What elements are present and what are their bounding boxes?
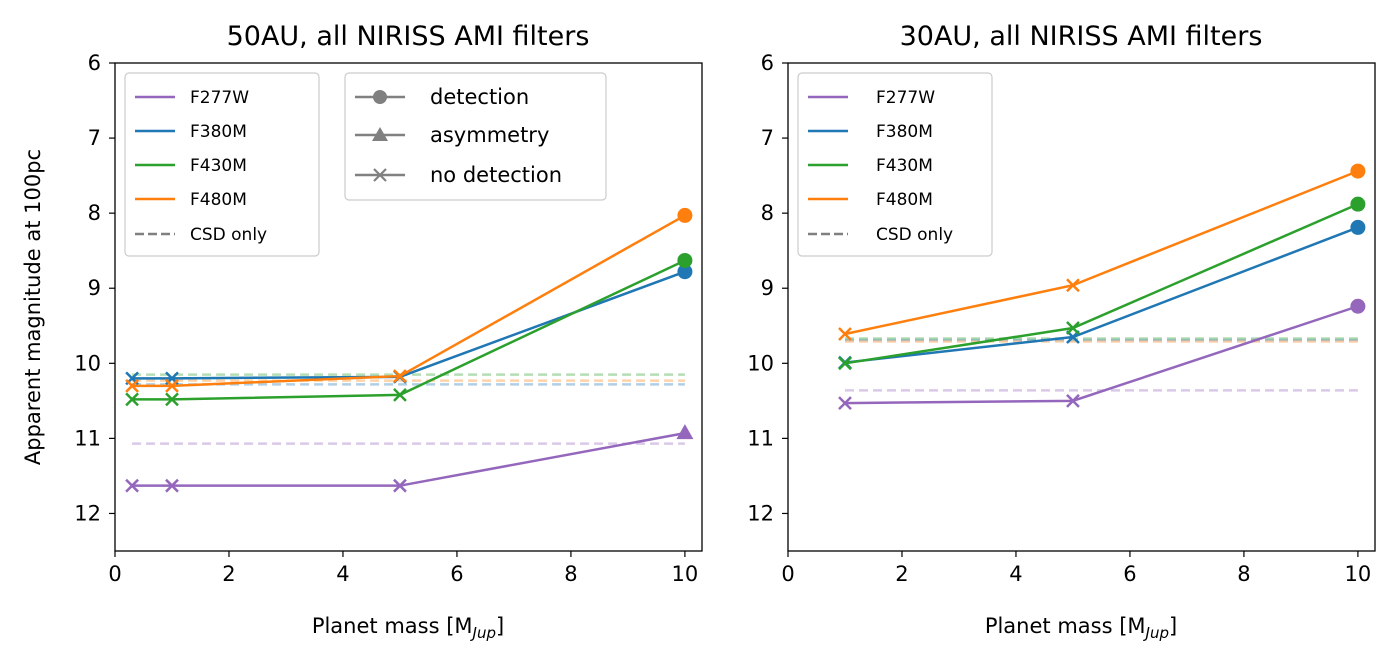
legend-asymmetry-marker [372,127,388,141]
x-tick-label: 2 [895,562,908,586]
right-x-axis-label: Planet mass [MJup] [985,614,1177,642]
right-legend-label-f430m: F430M [876,156,933,176]
x-tick-label: 10 [1345,562,1372,586]
y-tick-label: 12 [74,501,101,525]
x-tick-label: 6 [1123,562,1136,586]
y-tick-label: 10 [747,351,774,375]
right-legend-label-f277w: F277W [876,88,935,108]
marker-f277w-asymmetry [676,424,694,440]
marker-f480m-no-detection [125,378,139,393]
legend-no-detection-marker [373,168,387,182]
y-tick-label: 11 [74,426,101,450]
marker-f480m-no-detection [1066,278,1080,293]
right-series [838,163,1366,410]
y-tick-label: 10 [74,351,101,375]
legend-label-detection: detection [430,85,529,109]
series-line-f430m [132,259,686,401]
right-chart-title: 30AU, all NIRISS AMI filters [900,21,1263,52]
y-tick-label: 7 [88,126,101,150]
y-tick-label: 7 [761,126,774,150]
marker-f277w-no-detection [1066,393,1080,408]
legend-label-f480m: F480M [190,190,247,210]
x-tick-label: 8 [1237,562,1250,586]
legend-detection-marker [373,90,387,104]
x-tick-label: 2 [222,562,235,586]
right-legend-label-csd: CSD only [876,225,953,245]
right-axes-frame [787,62,1376,552]
x-tick-label: 10 [672,562,699,586]
legend-label-no-detection: no detection [430,163,562,187]
y-tick-label: 11 [747,426,774,450]
marker-f380m-detection [1350,219,1366,235]
marker-f277w-detection [1350,298,1366,314]
y-tick-label: 8 [761,201,774,225]
right-ticks: 0 2 4 6 8 10 6 7 8 9 10 11 12 [747,51,1371,586]
marker-f480m-detection [1350,163,1366,179]
right-filter-legend-box [797,72,993,257]
marker-f430m-detection [677,252,693,268]
x-tick-label: 8 [564,562,577,586]
x-tick-label: 4 [1009,562,1022,586]
marker-f277w-no-detection [838,396,852,410]
y-tick-label: 9 [761,276,774,300]
left-marker-legend-box [344,72,607,201]
marker-f430m-no-detection [1066,321,1080,335]
series-line-f480m [132,214,686,388]
left-chart-title: 50AU, all NIRISS AMI filters [227,21,590,52]
marker-f480m-no-detection [165,378,179,393]
left-x-axis-label: Planet mass [MJup] [312,614,504,642]
marker-f380m-detection [677,264,693,280]
marker-f480m-detection [677,207,693,223]
x-tick-label: 0 [108,562,121,586]
right-panel: 30AU, all NIRISS AMI filters 0 2 4 6 8 10 6 7 8 9… [747,21,1376,642]
right-legend-label-f480m: F480M [876,190,933,210]
y-tick-label: 6 [88,51,101,75]
series-line-f277w [132,431,686,487]
marker-f430m-no-detection [165,392,179,407]
left-marker-legend: detection asymmetry no detection [344,72,607,201]
y-tick-label: 9 [88,276,101,300]
y-tick-label: 8 [88,201,101,225]
left-ticks: 0 2 4 6 8 10 6 7 8 9 10 11 12 [74,51,698,586]
legend-label-csd: CSD only [190,225,267,245]
marker-f480m-no-detection [838,327,852,341]
left-series [125,207,694,493]
left-y-axis-label: Apparent magnitude at 100pc [21,149,45,465]
marker-f277w-no-detection [165,478,179,493]
legend-label-f430m: F430M [190,156,247,176]
left-filter-legend-box [124,72,320,257]
legend-label-asymmetry: asymmetry [430,123,549,147]
marker-f277w-no-detection [393,478,407,493]
y-tick-label: 6 [761,51,774,75]
right-csd-lines [844,337,1358,392]
right-filter-legend: F277W F380M F430M F480M CSD only [797,72,993,257]
marker-f430m-no-detection [125,392,139,407]
legend-label-f380m: F380M [190,122,247,142]
marker-f430m-detection [1350,196,1366,212]
y-tick-label: 12 [747,501,774,525]
x-tick-label: 6 [450,562,463,586]
legend-label-f277w: F277W [190,88,249,108]
marker-f430m-no-detection [838,356,852,371]
left-axes-frame [114,62,703,552]
marker-f430m-no-detection [393,387,407,402]
right-legend-label-f380m: F380M [876,122,933,142]
marker-f277w-no-detection [125,478,139,493]
left-filter-legend: F277W F380M F430M F480M CSD only [124,72,320,257]
left-panel: 50AU, all NIRISS AMI filters 0 2 4 6 8 10 6 7 8 9… [21,21,703,642]
series-line-f380m [132,270,686,380]
x-tick-label: 0 [781,562,794,586]
marker-f480m-no-detection [393,369,407,383]
x-tick-label: 4 [336,562,349,586]
